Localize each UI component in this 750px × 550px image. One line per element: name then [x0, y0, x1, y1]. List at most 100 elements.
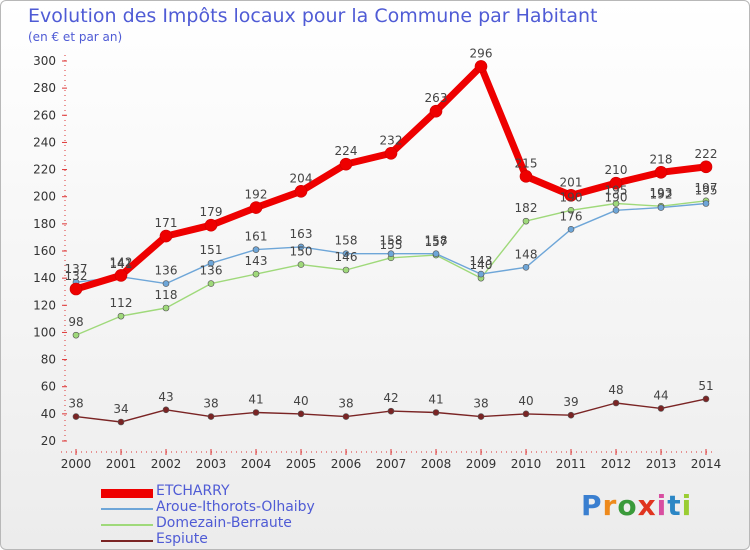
- data-label: 43: [158, 390, 173, 404]
- data-label: 176: [560, 209, 583, 223]
- data-point: [252, 270, 260, 278]
- x-tick-label: 2001: [106, 457, 137, 471]
- data-point: [204, 218, 218, 232]
- x-tick-label: 2010: [511, 457, 542, 471]
- data-point: [567, 411, 575, 419]
- y-tick-label: 200: [33, 190, 56, 204]
- legend-swatch: [101, 540, 153, 542]
- y-tick-label: 60: [41, 380, 56, 394]
- data-label: 136: [200, 264, 223, 278]
- data-point: [207, 280, 215, 287]
- x-tick-label: 2014: [691, 457, 722, 471]
- data-point: [207, 259, 215, 267]
- data-label: 190: [605, 190, 628, 204]
- data-label: 118: [155, 288, 178, 302]
- x-tick-label: 2002: [151, 457, 182, 471]
- x-tick-label: 2008: [421, 457, 452, 471]
- legend-label: Aroue-Ithorots-Olhaiby: [156, 499, 315, 515]
- data-label: 132: [65, 269, 88, 283]
- data-label: 39: [563, 395, 578, 409]
- data-point: [114, 269, 128, 282]
- x-tick-label: 2009: [466, 457, 497, 471]
- data-point: [474, 60, 488, 73]
- data-label: 218: [650, 152, 673, 166]
- data-point: [384, 146, 398, 160]
- legend-swatch: [101, 524, 153, 526]
- logo-letter: t: [667, 489, 682, 522]
- data-label: 155: [380, 238, 403, 252]
- logo-letter: P: [581, 489, 603, 522]
- data-label: 40: [518, 394, 533, 408]
- y-tick-label: 80: [41, 353, 56, 367]
- data-point: [612, 200, 620, 207]
- data-point: [387, 407, 395, 415]
- data-label: 192: [245, 188, 268, 202]
- data-point: [117, 312, 125, 320]
- series-0: [69, 60, 713, 296]
- data-label: 224: [335, 144, 358, 158]
- proxiti-logo: Proxiti: [581, 489, 692, 522]
- data-point: [522, 410, 530, 418]
- logo-letter: i: [681, 489, 693, 522]
- data-label: 190: [560, 190, 583, 204]
- data-label: 137: [65, 262, 88, 276]
- data-point: [522, 217, 530, 225]
- data-point: [609, 176, 623, 190]
- y-tick-label: 300: [33, 54, 56, 68]
- data-label: 195: [695, 184, 718, 198]
- x-tick-label: 2007: [376, 457, 407, 471]
- data-label: 192: [650, 188, 673, 202]
- data-point: [702, 395, 710, 403]
- data-point: [657, 405, 665, 412]
- data-label: 197: [695, 181, 718, 195]
- x-tick-label: 2004: [241, 457, 272, 471]
- logo-letter: r: [602, 489, 618, 522]
- y-tick-label: 220: [33, 163, 56, 177]
- legend-swatch: [101, 488, 153, 498]
- data-label: 48: [608, 383, 623, 397]
- data-point: [654, 165, 668, 179]
- data-label: 171: [155, 216, 178, 230]
- data-point: [564, 189, 578, 202]
- data-label: 296: [470, 46, 493, 60]
- y-tick-label: 140: [33, 271, 56, 285]
- legend-swatch: [101, 508, 153, 510]
- legend-label: ETCHARRY: [156, 483, 230, 499]
- data-point: [702, 200, 710, 207]
- data-point: [252, 409, 260, 416]
- y-tick-label: 260: [33, 108, 56, 122]
- data-label: 193: [650, 186, 673, 200]
- data-label: 195: [605, 184, 628, 198]
- y-tick-label: 40: [41, 407, 56, 421]
- data-point: [297, 261, 305, 268]
- data-labels-layer: 132 142 171 179 192 204 224 232 263 296 215 201 210 2…: [65, 46, 718, 416]
- data-label: 151: [200, 243, 223, 257]
- y-tick-label: 100: [33, 325, 56, 339]
- x-tick-label: 2000: [61, 457, 92, 471]
- series-layer: [69, 60, 713, 426]
- data-label: 232: [380, 133, 403, 147]
- data-point: [117, 418, 125, 426]
- y-tick-label: 180: [33, 217, 56, 231]
- data-point: [342, 413, 350, 420]
- data-label: 38: [203, 397, 218, 411]
- data-point: [519, 170, 533, 183]
- data-label: 146: [335, 250, 358, 264]
- logo-letter: o: [617, 489, 638, 522]
- legend-label: Espiute: [156, 531, 208, 547]
- data-point: [477, 413, 485, 420]
- data-point: [297, 243, 305, 251]
- data-point: [294, 184, 308, 198]
- data-point: [162, 406, 170, 414]
- chart-subtitle: (en € et par an): [28, 30, 123, 44]
- data-label: 140: [470, 258, 493, 272]
- data-point: [69, 282, 83, 296]
- data-point: [567, 225, 575, 233]
- data-point: [252, 246, 260, 253]
- data-point: [72, 413, 80, 420]
- data-label: 38: [338, 397, 353, 411]
- data-label: 143: [470, 254, 493, 268]
- data-label: 142: [110, 255, 133, 269]
- logo-letter: x: [637, 489, 657, 522]
- data-point: [612, 399, 620, 407]
